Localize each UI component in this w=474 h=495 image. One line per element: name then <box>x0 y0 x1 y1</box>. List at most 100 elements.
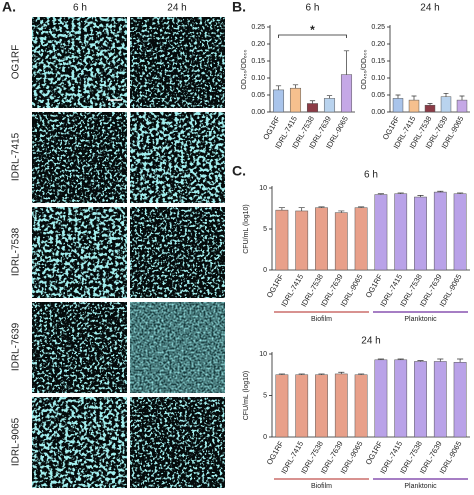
y-tick-label: 0.10 <box>251 75 265 82</box>
bar <box>340 74 353 113</box>
error-bar <box>395 94 401 99</box>
y-tick-label: 0.10 <box>371 75 385 82</box>
error-bar <box>343 50 350 75</box>
bar <box>394 359 408 438</box>
micrograph <box>32 112 127 203</box>
y-tick-label: 0.05 <box>251 92 265 99</box>
error-bar <box>318 206 325 208</box>
bar <box>323 98 336 113</box>
row-label: OG1RF <box>11 45 22 79</box>
error-bar <box>411 95 417 101</box>
micrograph <box>130 302 225 393</box>
y-axis-label: OD₄₅₀/OD₆₀₀ <box>361 49 368 89</box>
y-tick-label: 0.05 <box>371 92 385 99</box>
y-axis-label: CFU/mL (log10) <box>243 371 250 421</box>
y-tick-label: 0.15 <box>371 58 385 65</box>
group-label: Planktonic <box>404 483 437 490</box>
y-axis-label: OD₄₅₀/OD₆₀₀ <box>241 49 248 89</box>
error-bar <box>318 373 325 375</box>
column-header: 6 h <box>73 3 87 14</box>
error-bar <box>358 206 365 208</box>
bar <box>275 209 289 271</box>
y-tick-label: 5 <box>263 226 267 233</box>
chart-title: 24 h <box>361 336 380 347</box>
panel-label: C. <box>232 163 246 179</box>
row-label: IDRL-9065 <box>11 417 22 466</box>
row-label: IDRL-7415 <box>11 132 22 181</box>
bar <box>394 193 408 271</box>
group-label: Biofilm <box>311 316 332 323</box>
error-bar <box>292 84 299 89</box>
x-tick-label: OG1RF <box>364 272 385 299</box>
bar <box>354 207 368 271</box>
error-bar <box>457 358 464 363</box>
error-bar <box>457 192 464 194</box>
bar <box>295 374 309 438</box>
panel-label: B. <box>232 0 246 15</box>
y-tick-label: 0 <box>263 267 267 274</box>
bar <box>306 103 319 113</box>
bar <box>334 373 348 438</box>
error-bar <box>358 373 365 375</box>
bar <box>408 99 420 113</box>
bar <box>374 194 388 271</box>
error-bar <box>338 210 345 213</box>
x-tick-label: OG1RF <box>265 272 286 299</box>
y-tick-label: 0.25 <box>371 24 385 31</box>
y-tick-label: 0.20 <box>371 41 385 48</box>
y-tick-label: 0.20 <box>251 41 265 48</box>
error-bar <box>278 373 285 375</box>
error-bar <box>427 103 433 106</box>
error-bar <box>278 207 285 211</box>
bar <box>433 191 447 271</box>
error-bar <box>459 95 465 101</box>
chart-title: 6 h <box>364 170 378 181</box>
error-bar <box>377 358 384 360</box>
y-tick-label: 0 <box>263 434 267 441</box>
y-tick-label: 0.15 <box>251 58 265 65</box>
error-bar <box>397 358 404 360</box>
bar <box>315 207 328 271</box>
error-bar <box>326 95 333 99</box>
bar <box>334 212 348 271</box>
micrograph <box>130 112 225 203</box>
y-tick-label: 0.00 <box>371 109 385 116</box>
chart-title: 24 h <box>420 3 439 14</box>
error-bar <box>417 360 424 362</box>
y-tick-label: 5 <box>263 392 267 399</box>
bar <box>374 359 388 438</box>
bar <box>414 361 427 438</box>
error-bar <box>397 192 404 194</box>
column-header: 24 h <box>167 3 186 14</box>
row-label: IDRL-7639 <box>11 322 22 371</box>
bar <box>440 96 452 113</box>
y-tick-label: 0.00 <box>251 109 265 116</box>
bar <box>315 374 328 438</box>
x-tick-label: OG1RF <box>364 439 385 466</box>
bar <box>295 210 309 271</box>
bar <box>392 98 404 113</box>
bar <box>453 193 467 271</box>
row-label: IDRL-7538 <box>11 227 22 276</box>
error-bar <box>437 190 444 193</box>
micrograph <box>32 207 127 298</box>
error-bar <box>437 358 444 362</box>
micrograph <box>130 397 225 488</box>
bar <box>433 361 447 438</box>
micrograph <box>130 207 225 298</box>
bar <box>456 99 468 113</box>
error-bar <box>443 92 449 97</box>
micrographs: OG1RF IDRL-7415 IDRL-7538 IDRL-7639 IDRL-906… <box>11 17 225 488</box>
y-tick-label: 0.25 <box>251 24 265 31</box>
charts: 6 h OD₄₅₀/OD₆₀₀ 0.00 0.05 0.10 0.15 0.20 0.25 OG… <box>241 3 470 490</box>
bar <box>453 362 467 438</box>
micrograph <box>32 302 127 393</box>
chart-title: 6 h <box>306 3 320 14</box>
bar <box>289 87 302 113</box>
error-bar <box>275 85 282 90</box>
significance-bracket <box>278 34 347 38</box>
error-bar <box>417 195 424 198</box>
micrograph <box>32 17 127 108</box>
error-bar <box>298 373 305 375</box>
